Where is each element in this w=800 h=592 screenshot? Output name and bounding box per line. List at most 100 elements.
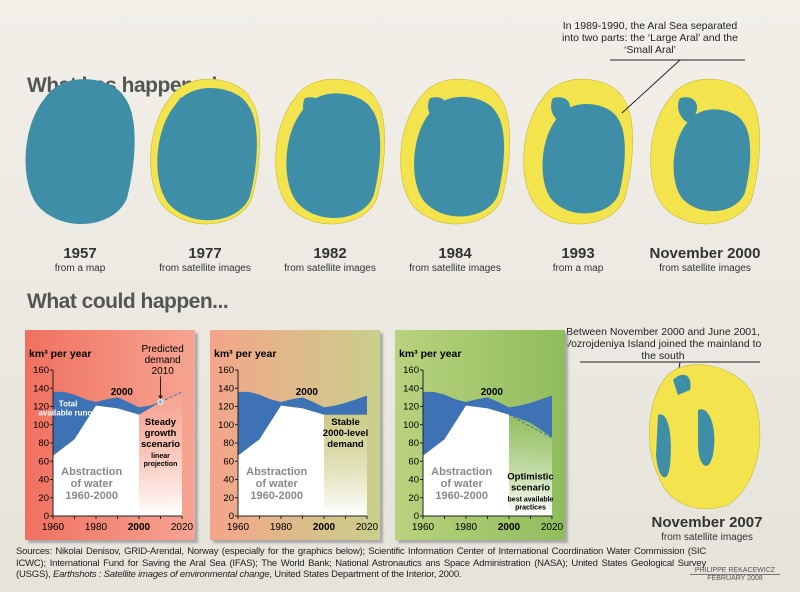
x-tick-label: 2000 [313, 522, 336, 533]
map-2007-year: November 2007 [651, 514, 763, 531]
y-tick-label: 120 [218, 402, 234, 413]
scenario-sublabel: practices [515, 505, 546, 512]
sources: Sources: Nikolai Denisov, GRID-Arendal, … [16, 546, 706, 581]
y-tick-label: 160 [218, 365, 234, 376]
map-source: from a map [54, 263, 106, 274]
y-tick-label: 20 [408, 493, 419, 504]
y-tick-label: 80 [38, 438, 49, 449]
y-tick-label: 100 [218, 420, 234, 431]
runoff-area [423, 391, 552, 456]
map-3 [400, 78, 510, 225]
y-axis-label: km³ per year [29, 348, 91, 360]
y-tick-label: 0 [414, 511, 419, 522]
scenario-label: scenario [511, 483, 550, 494]
predicted-label: demand [145, 355, 181, 366]
scenario-label: Stable [331, 417, 360, 428]
abstraction-label: 1960-2000 [250, 490, 303, 502]
map-1 [150, 78, 260, 225]
y-tick-label: 40 [38, 475, 49, 486]
y-tick-label: 0 [229, 511, 234, 522]
map-2 [275, 78, 385, 225]
section-title-future: What could happen... [27, 290, 229, 313]
credit-date: FEBRUARY 2008 [707, 575, 763, 582]
callout-island: Between November 2000 and June 2001, Voz… [564, 326, 762, 362]
sources-text-end: , United States Department of the Interi… [269, 569, 462, 580]
arrow-head-icon [158, 395, 163, 400]
x-tick-label: 1960 [412, 522, 435, 533]
abstraction-label: of water [71, 478, 114, 490]
runoff-area [238, 391, 367, 456]
predicted-point [157, 398, 164, 405]
x-tick-label: 1980 [85, 522, 108, 533]
projection-line [160, 391, 183, 403]
y-axis-label: km³ per year [399, 348, 461, 360]
abstraction-label: Abstraction [61, 466, 122, 478]
y-tick-label: 100 [33, 420, 49, 431]
sources-text: Sources: Nikolai Denisov, GRID-Arendal, … [16, 546, 706, 580]
x-tick-label: 2020 [541, 522, 564, 533]
map-2007-source: from satellite images [661, 532, 753, 543]
y-tick-label: 120 [33, 402, 49, 413]
y-tick-label: 120 [403, 402, 419, 413]
map-source: from a map [552, 263, 604, 274]
chart-steady-growth: 0 20 40 60 80 100 120 140 160 1960 1980 2000 2020 km³… [25, 330, 195, 540]
scenario-label: growth [145, 428, 177, 439]
abstraction-label: of water [256, 478, 299, 490]
y-tick-label: 40 [408, 475, 419, 486]
scenario-label: demand [327, 439, 364, 450]
abstraction-label: of water [441, 478, 484, 490]
x-tick-label: 1960 [227, 522, 250, 533]
scenario-label: scenario [141, 439, 180, 450]
y-tick-label: 40 [223, 475, 234, 486]
year-2000-label: 2000 [481, 387, 504, 398]
scenario-label: Optimistic [507, 472, 553, 483]
x-tick-label: 2020 [171, 522, 194, 533]
y-tick-label: 160 [403, 365, 419, 376]
x-tick-label: 1980 [455, 522, 478, 533]
scenario-sublabel: projection [144, 461, 178, 468]
y-tick-label: 60 [38, 456, 49, 467]
y-tick-label: 80 [223, 438, 234, 449]
abstraction-area [238, 405, 324, 516]
y-tick-label: 140 [218, 383, 234, 394]
scenario-label: Steady [145, 417, 177, 428]
sources-italic: Earthshots : Satellite images of environ… [52, 569, 270, 580]
abstraction-area [53, 405, 139, 516]
year-2000-label: 2000 [111, 387, 134, 398]
x-tick-label: 2020 [356, 522, 379, 533]
abstraction-label: Abstraction [431, 466, 492, 478]
y-tick-label: 160 [33, 365, 49, 376]
projection-line [508, 414, 552, 438]
x-tick-label: 2000 [498, 522, 521, 533]
map-year: 1977 [188, 245, 222, 262]
predicted-label: 2010 [152, 366, 175, 377]
map-source: from satellite images [409, 263, 501, 274]
x-tick-label: 1980 [270, 522, 293, 533]
scenario-sublabel: linear [151, 453, 170, 460]
credit: PHILIPPE REKACEWICZ FEBRUARY 2008 [690, 567, 780, 582]
map-4 [523, 78, 633, 225]
y-tick-label: 60 [408, 456, 419, 467]
map-source: from satellite images [284, 263, 376, 274]
y-tick-label: 100 [403, 420, 419, 431]
x-tick-label: 2000 [128, 522, 151, 533]
chart-optimistic: 0 20 40 60 80 100 120 140 160 1960 1980 2000 2020 km³… [395, 330, 565, 540]
y-tick-label: 140 [403, 383, 419, 394]
y-tick-label: 140 [33, 383, 49, 394]
callout-split-leader [610, 59, 745, 114]
map-2007 [649, 364, 761, 509]
credit-author: PHILIPPE REKACEWICZ [690, 567, 780, 575]
predicted-label: Predicted [142, 344, 184, 355]
map-year: 1984 [438, 245, 472, 262]
y-tick-label: 20 [38, 493, 49, 504]
map-source: from satellite images [159, 263, 251, 274]
y-tick-label: 0 [44, 511, 49, 522]
map-year: November 2000 [649, 245, 761, 262]
y-tick-label: 60 [223, 456, 234, 467]
callout-split: In 1989-1990, the Aral Sea separated int… [562, 20, 738, 56]
map-0 [25, 79, 135, 225]
abstraction-label: Abstraction [246, 466, 307, 478]
year-2000-label: 2000 [296, 387, 319, 398]
runoff-area [53, 391, 161, 456]
map-year: 1993 [561, 245, 595, 262]
